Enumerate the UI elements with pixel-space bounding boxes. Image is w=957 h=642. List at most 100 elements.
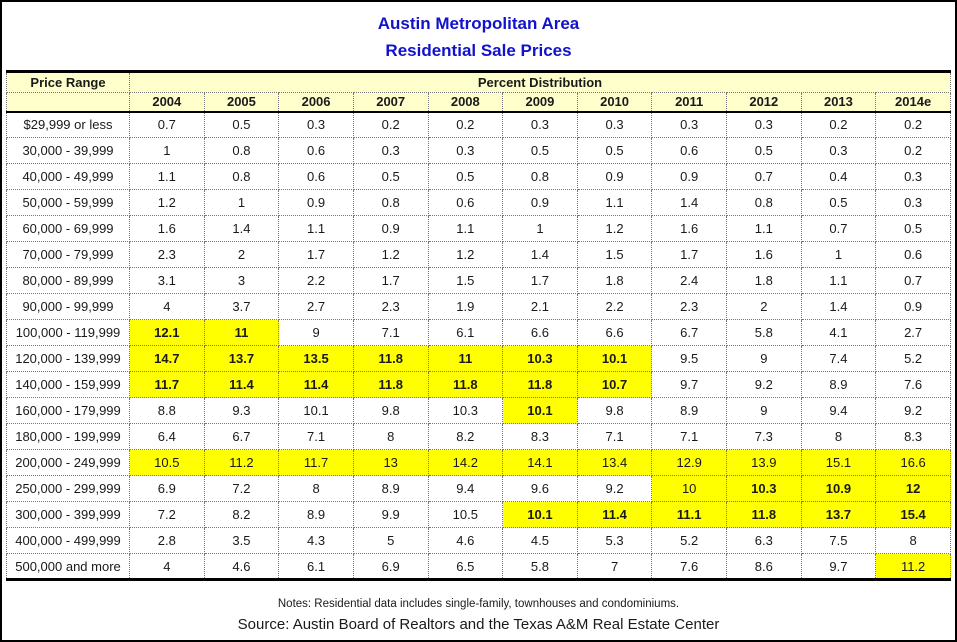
price-range-cell: 140,000 - 159,999 — [6, 371, 130, 398]
value-cell: 11.8 — [427, 371, 504, 398]
value-cell: 7.2 — [129, 501, 205, 528]
value-cell: 11.8 — [352, 345, 429, 372]
value-cell: 6.6 — [576, 319, 653, 346]
value-cell: 1.7 — [502, 267, 578, 294]
value-cell: 8.2 — [427, 423, 504, 450]
table-row: 500,000 and more 4 4.6 6.1 6.9 6.5 5.8 7 7.6 8.6 9… — [6, 553, 951, 580]
table-row: 200,000 - 249,999 10.5 11.2 11.7 13 14.2 14.1 1… — [6, 449, 951, 476]
price-range-cell: 90,000 - 99,999 — [6, 293, 130, 320]
value-cell: 0.9 — [875, 293, 951, 320]
value-cell: 11.2 — [203, 449, 280, 476]
year-column-header: 2009 — [502, 92, 578, 113]
value-cell: 9.2 — [875, 397, 951, 424]
value-cell: 2.2 — [278, 267, 354, 294]
value-cell: 0.9 — [651, 163, 727, 190]
value-cell: 1.5 — [576, 241, 653, 268]
value-cell: 9.3 — [203, 397, 280, 424]
value-cell: 2.3 — [352, 293, 429, 320]
year-column-header: 2005 — [203, 92, 280, 113]
value-cell: 0.3 — [278, 111, 354, 138]
value-cell: 0.5 — [800, 189, 877, 216]
value-cell: 0.3 — [427, 137, 504, 164]
value-cell: 11.8 — [502, 371, 578, 398]
price-range-cell: 400,000 - 499,999 — [6, 527, 130, 554]
value-cell: 0.5 — [726, 137, 802, 164]
value-cell: 4.6 — [203, 553, 280, 580]
value-cell: 9.7 — [651, 371, 727, 398]
price-range-cell: 300,000 - 399,999 — [6, 501, 130, 528]
value-cell: 2.4 — [651, 267, 727, 294]
value-cell: 0.8 — [726, 189, 802, 216]
value-cell: 0.6 — [651, 137, 727, 164]
page-subtitle: Residential Sale Prices — [385, 41, 572, 60]
value-cell: 1.6 — [129, 215, 205, 242]
value-cell: 1.1 — [278, 215, 354, 242]
value-cell: 0.6 — [875, 241, 951, 268]
value-cell: 13.7 — [800, 501, 877, 528]
value-cell: 7.1 — [651, 423, 727, 450]
value-cell: 10.1 — [502, 397, 578, 424]
table-row: 140,000 - 159,999 11.7 11.4 11.4 11.8 11.8 11.… — [6, 371, 951, 398]
value-cell: 3 — [203, 267, 280, 294]
value-cell: 1.9 — [427, 293, 504, 320]
value-cell: 4.6 — [427, 527, 504, 554]
value-cell: 10.1 — [576, 345, 653, 372]
value-cell: 1.8 — [726, 267, 802, 294]
value-cell: 1.1 — [129, 163, 205, 190]
value-cell: 1.2 — [129, 189, 205, 216]
value-cell: 7.1 — [278, 423, 354, 450]
value-cell: 8.9 — [352, 475, 429, 502]
value-cell: 0.5 — [875, 215, 951, 242]
value-cell: 0.3 — [651, 111, 727, 138]
value-cell: 11.4 — [278, 371, 354, 398]
value-cell: 10.5 — [129, 449, 205, 476]
notes-text: Notes: Residential data includes single-… — [277, 598, 680, 610]
value-cell: 0.8 — [203, 163, 280, 190]
value-cell: 0.5 — [427, 163, 504, 190]
table-row: 80,000 - 89,999 3.1 3 2.2 1.7 1.5 1.7 1.8 2.4 1.8… — [6, 267, 951, 294]
year-header-row: 2004 2005 2006 2007 2008 2009 2010 2011 2012 2013… — [6, 92, 951, 113]
value-cell: 10.3 — [502, 345, 578, 372]
value-cell: 15.1 — [800, 449, 877, 476]
value-cell: 0.4 — [800, 163, 877, 190]
value-cell: 1.1 — [726, 215, 802, 242]
value-cell: 10.1 — [278, 397, 354, 424]
price-distribution-table: Price Range Percent Distribution 2004 200… — [6, 70, 951, 581]
value-cell: 10.3 — [427, 397, 504, 424]
value-cell: 1.1 — [576, 189, 653, 216]
table-wrap: Price Range Percent Distribution 2004 200… — [6, 70, 951, 581]
value-cell: 0.3 — [875, 163, 951, 190]
value-cell: 9.4 — [800, 397, 877, 424]
value-cell: 0.9 — [278, 189, 354, 216]
value-cell: 1 — [203, 189, 280, 216]
value-cell: 0.7 — [129, 111, 205, 138]
value-cell: 6.7 — [651, 319, 727, 346]
value-cell: 0.5 — [352, 163, 429, 190]
value-cell: 16.6 — [875, 449, 951, 476]
table-row: 120,000 - 139,999 14.7 13.7 13.5 11.8 11 10.3 1… — [6, 345, 951, 372]
year-column-header: 2004 — [129, 92, 205, 113]
value-cell: 1.4 — [651, 189, 727, 216]
value-cell: 1.4 — [800, 293, 877, 320]
value-cell: 0.8 — [203, 137, 280, 164]
value-cell: 13.9 — [726, 449, 802, 476]
value-cell: 0.7 — [800, 215, 877, 242]
table-row: 180,000 - 199,999 6.4 6.7 7.1 8 8.2 8.3 7.1 7.1 7… — [6, 423, 951, 450]
table-row: 100,000 - 119,999 12.1 11 9 7.1 6.1 6.6 6.6 6.7 5… — [6, 319, 951, 346]
value-cell: 5.2 — [875, 345, 951, 372]
value-cell: 0.8 — [352, 189, 429, 216]
value-cell: 4.5 — [502, 527, 578, 554]
value-cell: 0.9 — [502, 189, 578, 216]
table-row: 250,000 - 299,999 6.9 7.2 8 8.9 9.4 9.6 9.2 10 10… — [6, 475, 951, 502]
value-cell: 2.8 — [129, 527, 205, 554]
value-cell: 1.5 — [427, 267, 504, 294]
table-header: Price Range Percent Distribution 2004 200… — [6, 71, 951, 113]
value-cell: 14.1 — [502, 449, 578, 476]
value-cell: 3.7 — [203, 293, 280, 320]
value-cell: 6.1 — [427, 319, 504, 346]
value-cell: 8.3 — [875, 423, 951, 450]
value-cell: 1.7 — [651, 241, 727, 268]
value-cell: 0.5 — [576, 137, 653, 164]
value-cell: 1.8 — [576, 267, 653, 294]
value-cell: 0.3 — [800, 137, 877, 164]
